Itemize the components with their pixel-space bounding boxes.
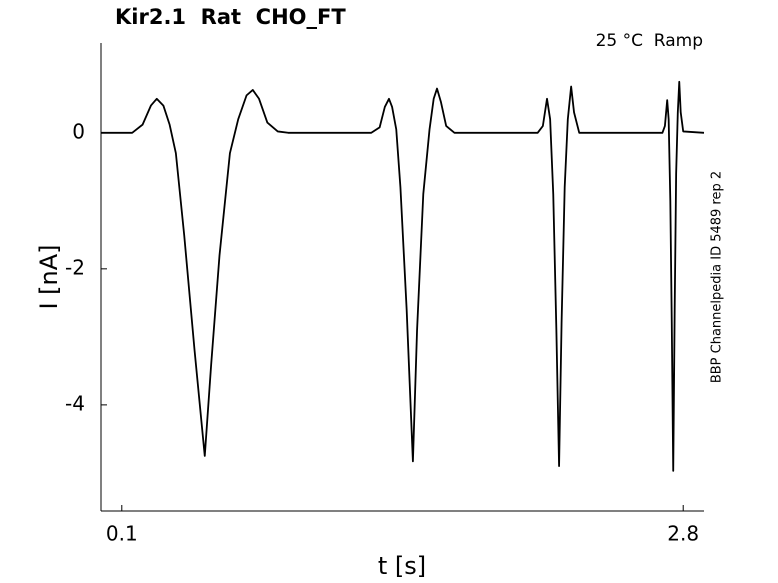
y-tick-label: 0 xyxy=(72,119,85,143)
y-axis-label: I [nA] xyxy=(35,244,63,309)
chart-title: Kir2.1 Rat CHO_FT xyxy=(115,5,346,29)
x-tick-label: 2.8 xyxy=(667,522,699,546)
y-tick-label: -2 xyxy=(65,255,85,279)
x-axis-label: t [s] xyxy=(378,552,426,580)
current-trace xyxy=(101,80,705,472)
x-tick-label: 0.1 xyxy=(106,522,138,546)
chart-subtitle: 25 °C Ramp xyxy=(596,31,703,51)
y-tick-label: -4 xyxy=(65,391,85,415)
source-note: BBP Channelpedia ID 5489 rep 2 xyxy=(710,171,725,383)
